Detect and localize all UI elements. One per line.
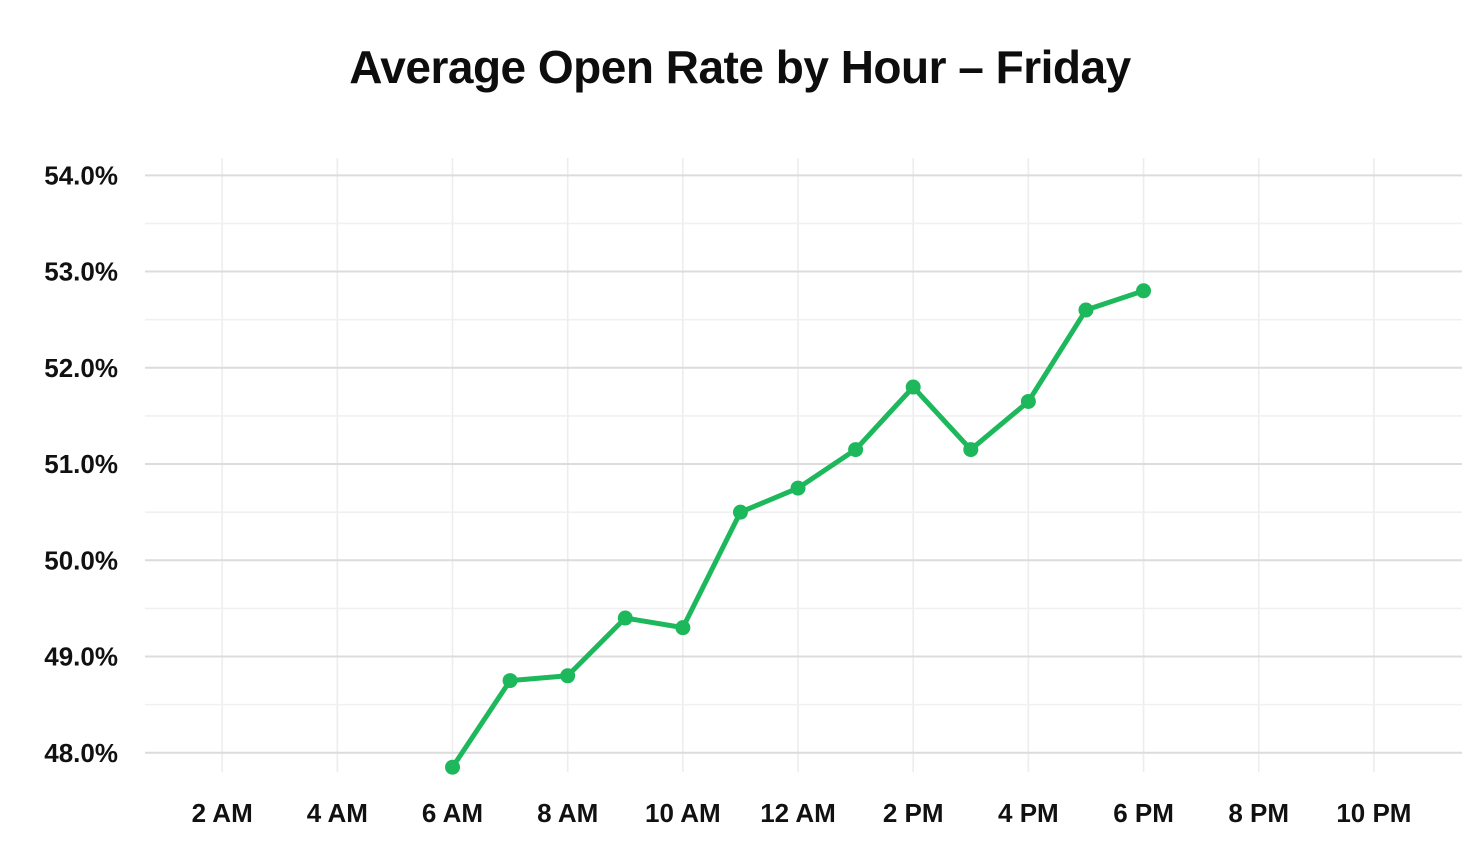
y-tick-label: 52.0%: [44, 353, 118, 383]
y-tick-label: 53.0%: [44, 257, 118, 287]
data-point: [560, 668, 576, 684]
x-tick-label: 4 PM: [998, 798, 1059, 828]
data-point: [905, 379, 921, 395]
data-point: [732, 504, 748, 520]
chart-title: Average Open Rate by Hour – Friday: [349, 41, 1131, 93]
x-tick-label: 6 AM: [422, 798, 483, 828]
x-tick-label: 2 AM: [192, 798, 253, 828]
x-tick-label: 8 PM: [1228, 798, 1289, 828]
y-tick-label: 51.0%: [44, 449, 118, 479]
data-point: [848, 442, 864, 458]
data-point: [1078, 302, 1094, 318]
data-point: [675, 620, 691, 636]
x-tick-label: 10 AM: [645, 798, 721, 828]
y-tick-label: 49.0%: [44, 642, 118, 672]
minor-gridlines: [145, 222, 1462, 706]
x-tick-label: 8 AM: [537, 798, 598, 828]
data-point: [445, 759, 461, 775]
data-point: [1020, 393, 1036, 409]
x-tick-label: 4 AM: [307, 798, 368, 828]
x-tick-label: 12 AM: [760, 798, 836, 828]
x-tick-label: 2 PM: [883, 798, 944, 828]
data-point: [1136, 283, 1152, 299]
y-tick-label: 50.0%: [44, 545, 118, 575]
data-point: [502, 673, 518, 689]
y-tick-label: 54.0%: [44, 160, 118, 190]
y-axis-labels: 54.0% 53.0% 52.0% 51.0% 50.0% 49.0% 48.0%: [44, 160, 118, 767]
x-axis-labels: 2 AM 4 AM 6 AM 8 AM 10 AM 12 AM 2 PM 4 PM 6 PM 8 …: [192, 798, 1412, 828]
data-point: [963, 442, 979, 458]
data-point: [790, 480, 806, 496]
data-point: [617, 610, 633, 626]
x-tick-label: 10 PM: [1336, 798, 1411, 828]
major-gridlines: [145, 174, 1462, 754]
x-tick-label: 6 PM: [1113, 798, 1174, 828]
y-tick-label: 48.0%: [44, 738, 118, 768]
data-points: [445, 283, 1152, 775]
